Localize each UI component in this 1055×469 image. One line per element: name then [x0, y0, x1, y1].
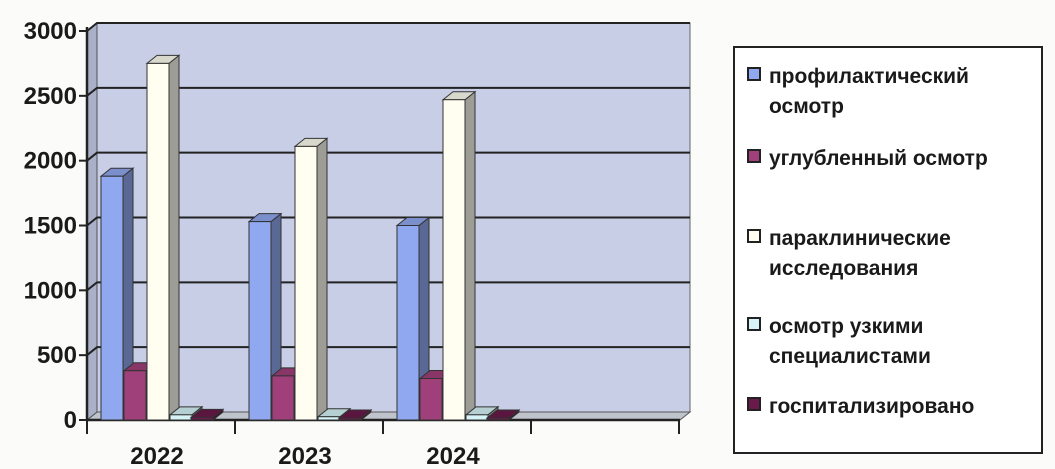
bar-2-2024	[441, 90, 477, 422]
bar-2-2023	[293, 137, 329, 422]
x-tick-label-2022: 2022	[130, 443, 183, 469]
gridline-500	[86, 346, 690, 356]
bar-4-2024	[485, 409, 521, 422]
legend-label-0: профилактический осмотр	[769, 65, 969, 118]
bar-4-2023	[337, 409, 373, 422]
legend-swatch-0	[747, 67, 761, 81]
legend-swatch-1	[747, 149, 761, 163]
gridline-2500	[86, 86, 690, 97]
legend-swatch-4	[747, 397, 761, 411]
legend-label-2: параклинические исследования	[769, 227, 951, 280]
gridline-1500	[86, 216, 690, 227]
legend-swatch-2	[747, 229, 761, 243]
y-tick-label-1500: 1500	[24, 213, 77, 240]
legend-label-1: углубленный осмотр	[769, 147, 988, 170]
x-tick-label-2024: 2024	[426, 443, 480, 469]
gridline-2000	[86, 151, 690, 162]
bar-2-2022	[145, 54, 181, 422]
y-tick-label-2000: 2000	[24, 148, 77, 175]
gridline-3000	[86, 22, 690, 32]
y-tick-label-1000: 1000	[24, 277, 77, 304]
bar-0-2022	[99, 167, 135, 422]
legend: профилактический осмотр углубленный осмо…	[733, 46, 1043, 454]
y-tick-label-500: 500	[37, 342, 77, 369]
bar-4-2022	[189, 408, 225, 422]
legend-label-3: осмотр узкими специалистами	[769, 315, 931, 368]
y-tick-label-3000: 3000	[24, 18, 77, 45]
bar-0-2023	[247, 212, 283, 422]
gridline-1000	[86, 281, 690, 292]
legend-swatch-3	[747, 317, 761, 331]
y-tick-label-2500: 2500	[24, 83, 77, 110]
bar-0-2024	[395, 216, 431, 422]
x-tick-label-2023: 2023	[278, 443, 331, 469]
y-tick-label-0: 0	[64, 407, 77, 434]
legend-label-4: госпитализировано	[769, 395, 975, 418]
